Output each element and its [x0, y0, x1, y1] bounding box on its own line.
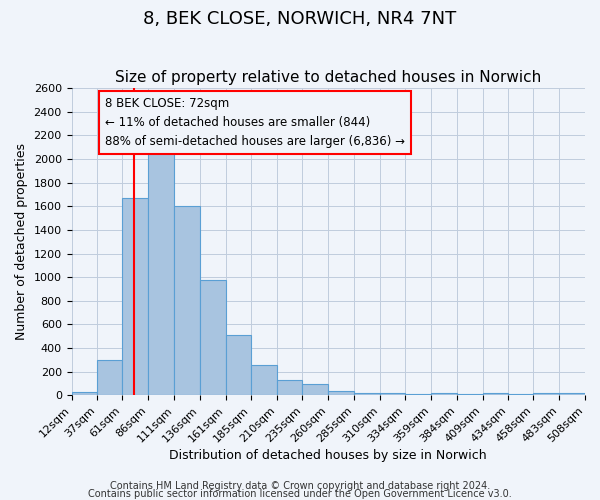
Bar — [122, 198, 148, 396]
Bar — [559, 393, 585, 396]
Bar — [431, 393, 457, 396]
Bar — [533, 393, 559, 396]
Text: Contains public sector information licensed under the Open Government Licence v3: Contains public sector information licen… — [88, 489, 512, 499]
Bar — [457, 394, 482, 396]
Bar — [200, 280, 226, 396]
Bar — [71, 392, 97, 396]
Bar — [251, 365, 277, 396]
Bar — [226, 335, 251, 396]
Bar — [508, 394, 533, 396]
Bar — [482, 393, 508, 396]
Bar — [354, 393, 380, 396]
Bar — [277, 380, 302, 396]
Bar — [148, 141, 174, 396]
X-axis label: Distribution of detached houses by size in Norwich: Distribution of detached houses by size … — [169, 450, 487, 462]
Bar — [405, 394, 431, 396]
Text: Contains HM Land Registry data © Crown copyright and database right 2024.: Contains HM Land Registry data © Crown c… — [110, 481, 490, 491]
Bar — [302, 384, 328, 396]
Bar — [328, 391, 354, 396]
Title: Size of property relative to detached houses in Norwich: Size of property relative to detached ho… — [115, 70, 541, 86]
Bar — [97, 360, 122, 396]
Bar — [380, 393, 405, 396]
Y-axis label: Number of detached properties: Number of detached properties — [15, 143, 28, 340]
Text: 8, BEK CLOSE, NORWICH, NR4 7NT: 8, BEK CLOSE, NORWICH, NR4 7NT — [143, 10, 457, 28]
Text: 8 BEK CLOSE: 72sqm
← 11% of detached houses are smaller (844)
88% of semi-detach: 8 BEK CLOSE: 72sqm ← 11% of detached hou… — [105, 98, 405, 148]
Bar — [174, 206, 200, 396]
